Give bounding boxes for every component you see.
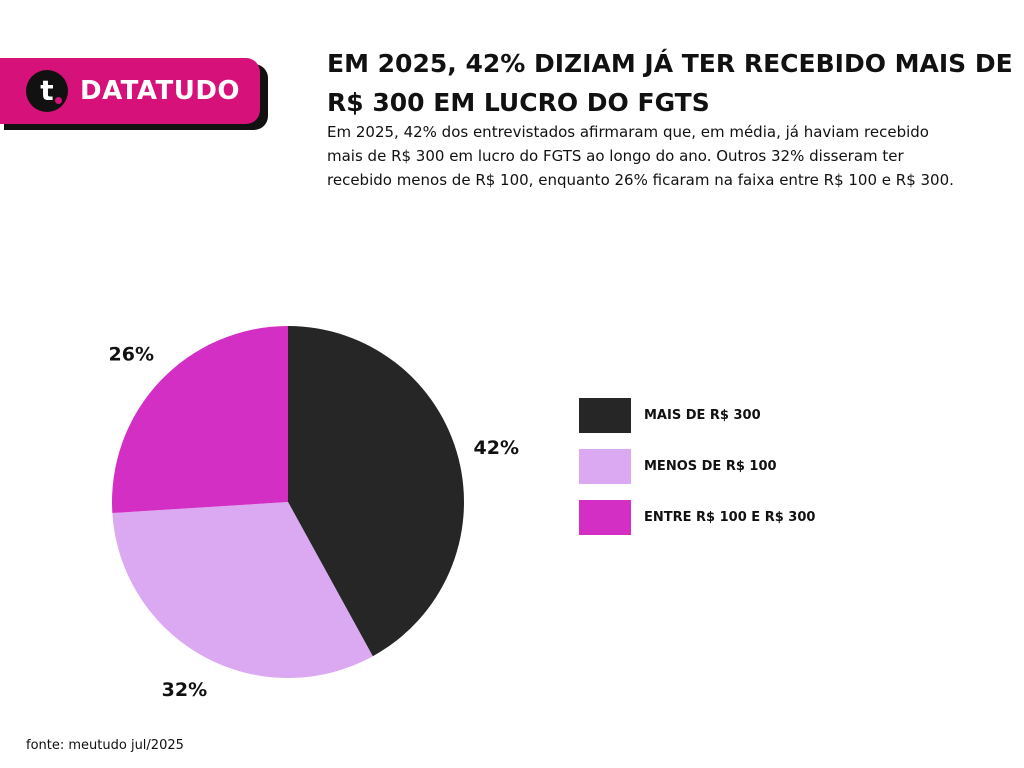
legend-swatch [579,398,631,433]
brand-logo: t DATATUDO [0,58,260,124]
legend-label: MAIS DE R$ 300 [644,408,761,423]
chart-title: EM 2025, 42% DIZIAM JÁ TER RECEBIDO MAIS… [327,49,1013,117]
pie-slice-0 [288,326,464,657]
chart-legend: MAIS DE R$ 300 MENOS DE R$ 100 ENTRE R$ … [579,397,815,550]
pie-chart: 42% 32% 26% [109,326,519,701]
slice-label-1: 32% [162,679,207,701]
legend-swatch [579,500,631,535]
logo-dot [55,97,62,104]
legend-swatch [579,449,631,484]
legend-label: MENOS DE R$ 100 [644,459,777,474]
chart-subtitle: Em 2025, 42% dos entrevistados afirmaram… [327,123,954,189]
slice-label-0: 42% [474,437,519,459]
legend-item: MAIS DE R$ 300 [579,397,815,434]
brand-name: DATATUDO [80,76,241,106]
logo-letter: t [40,74,54,107]
pie-slice-1 [112,502,373,678]
legend-item: ENTRE R$ 100 E R$ 300 [579,499,815,536]
legend-item: MENOS DE R$ 100 [579,448,815,485]
source-note: fonte: meutudo jul/2025 [26,738,184,753]
pie-slice-2 [112,326,288,514]
slice-label-2: 26% [109,343,154,365]
legend-label: ENTRE R$ 100 E R$ 300 [644,510,816,525]
logo-mark-icon: t [26,70,68,112]
